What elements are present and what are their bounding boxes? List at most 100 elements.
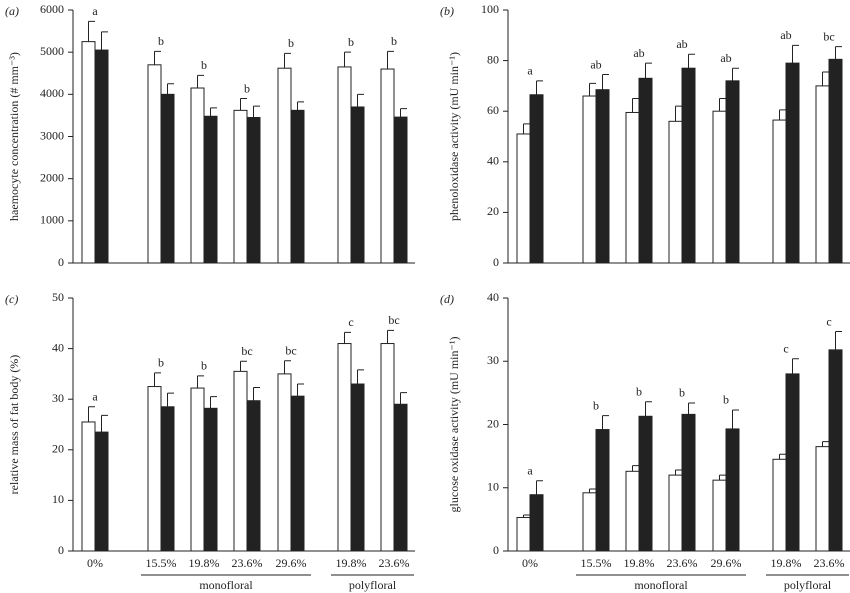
y-tick-label: 60	[487, 103, 499, 117]
error-bar	[688, 402, 695, 415]
panel-label: (c)	[5, 292, 18, 306]
y-tick-label: 40	[52, 340, 64, 354]
bar	[147, 64, 162, 264]
error-bar	[167, 83, 174, 95]
error-bar	[344, 331, 351, 344]
significance-letter: a	[92, 390, 98, 404]
error-bar	[197, 375, 204, 389]
error-bar	[589, 82, 596, 97]
x-tick-label: 23.6%	[232, 556, 263, 570]
x-tick-label: 23.6%	[814, 556, 845, 570]
significance-letter: b	[348, 35, 354, 49]
bar	[337, 343, 352, 552]
error-bar	[167, 392, 174, 407]
bar	[712, 110, 727, 264]
bar	[529, 94, 544, 264]
group-label: polyfloral	[349, 578, 397, 592]
error-bar	[154, 50, 161, 65]
bar	[638, 415, 653, 552]
y-tick-label: 30	[52, 391, 64, 405]
y-tick-label: 20	[52, 442, 64, 456]
bar	[625, 111, 640, 264]
x-tick-label: 15.5%	[581, 556, 612, 570]
error-bar	[645, 62, 652, 79]
error-bar	[835, 331, 842, 350]
significance-letter: bc	[388, 313, 399, 327]
error-bar	[675, 105, 682, 122]
x-tick-label: 0%	[522, 556, 538, 570]
significance-letter: bc	[285, 343, 296, 357]
bar	[350, 106, 365, 264]
error-bar	[154, 372, 161, 387]
bar	[638, 77, 653, 264]
error-bar	[675, 469, 682, 476]
error-bar	[210, 396, 217, 409]
group-label: polyfloral	[784, 578, 832, 592]
bar	[712, 479, 727, 552]
error-bar	[792, 44, 799, 64]
bar	[582, 492, 597, 552]
error-bar	[822, 71, 829, 86]
significance-letter: b	[391, 34, 397, 48]
error-bar	[792, 358, 799, 374]
y-tick-label: 10	[487, 480, 499, 494]
bar	[94, 49, 109, 264]
error-bar	[732, 67, 739, 81]
error-bar	[240, 360, 247, 372]
error-bar	[297, 383, 304, 397]
group-label: monofloral	[634, 578, 688, 592]
error-bar	[688, 53, 695, 69]
error-bar	[297, 101, 304, 111]
x-tick-label: 19.8%	[624, 556, 655, 570]
error-bar	[101, 31, 108, 51]
y-tick-label: 10	[52, 492, 64, 506]
y-tick-label: 5000	[40, 44, 64, 58]
y-tick-label: 0	[493, 543, 499, 557]
bar	[772, 119, 787, 264]
error-bar	[523, 514, 530, 518]
significance-letter: b	[679, 386, 685, 400]
y-tick-label: 0	[493, 255, 499, 269]
bar	[529, 494, 544, 552]
significance-letter: b	[201, 58, 207, 72]
error-bar	[536, 480, 543, 495]
y-axis-title: phenoloxidase activity (mU min⁻¹)	[447, 52, 461, 221]
group-label: monofloral	[199, 578, 253, 592]
significance-letter: b	[158, 34, 164, 48]
error-bar	[88, 20, 95, 42]
bar	[380, 343, 395, 552]
bar	[828, 349, 843, 552]
bar	[681, 413, 696, 552]
error-bar	[732, 409, 739, 429]
y-tick-label: 0	[58, 543, 64, 557]
significance-letter: ab	[633, 46, 644, 60]
error-bar	[822, 441, 829, 447]
error-bar	[253, 387, 260, 401]
y-tick-label: 100	[481, 2, 499, 16]
significance-letter: ab	[720, 51, 731, 65]
bar	[233, 109, 248, 264]
bar	[147, 386, 162, 552]
error-bar	[400, 392, 407, 405]
bar	[815, 446, 830, 552]
error-bar	[344, 51, 351, 67]
y-tick-label: 80	[487, 52, 499, 66]
significance-letter: b	[288, 36, 294, 50]
significance-letter: b	[201, 359, 207, 373]
y-tick-label: 1000	[40, 213, 64, 227]
significance-letter: c	[783, 341, 788, 355]
bar	[785, 62, 800, 264]
error-bar	[719, 98, 726, 112]
bar	[595, 89, 610, 264]
significance-letter: a	[92, 4, 98, 18]
significance-letter: b	[593, 398, 599, 412]
error-bar	[602, 415, 609, 430]
bar	[625, 470, 640, 552]
bar	[668, 474, 683, 552]
bar	[233, 370, 248, 552]
x-tick-label: 19.8%	[189, 556, 220, 570]
bar	[725, 80, 740, 264]
x-tick-label: 19.8%	[771, 556, 802, 570]
bar	[190, 387, 205, 552]
